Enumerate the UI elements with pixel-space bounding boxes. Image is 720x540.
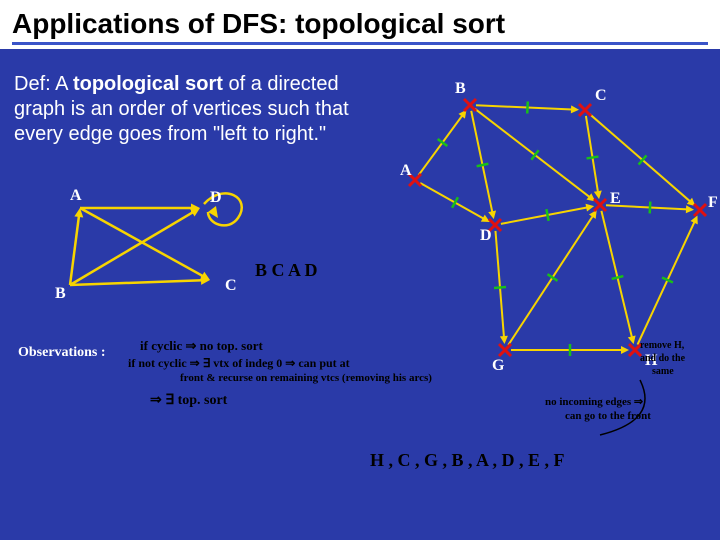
observation-line: ⇒ ∃ top. sort xyxy=(150,392,227,409)
observation-line: front & recurse on remaining vtcs (remov… xyxy=(180,372,432,384)
big-graph: BCADEFGH xyxy=(400,75,720,375)
title-underline xyxy=(12,42,708,45)
small-order-text: B C A D xyxy=(255,260,318,281)
side-note: remove H, xyxy=(640,340,684,351)
observations-label: Observations : xyxy=(18,345,106,361)
observation-line: if not cyclic ⇒ ∃ vtx of indeg 0 ⇒ can p… xyxy=(128,356,350,371)
definition-text: Def: A topological sort of a directed gr… xyxy=(14,72,364,147)
svg-text:B: B xyxy=(455,80,466,97)
svg-text:B: B xyxy=(55,285,66,302)
svg-text:C: C xyxy=(225,277,237,294)
svg-text:A: A xyxy=(400,162,412,179)
svg-text:D: D xyxy=(480,227,492,244)
svg-text:E: E xyxy=(610,190,621,207)
side-note: and do the xyxy=(640,353,685,364)
svg-text:C: C xyxy=(595,87,607,104)
observation-line: if cyclic ⇒ no top. sort xyxy=(140,338,263,354)
side-note: can go to the front xyxy=(565,410,651,422)
small-graph: A D B C xyxy=(50,190,270,310)
svg-text:F: F xyxy=(708,194,718,211)
titlebar: Applications of DFS: topological sort xyxy=(0,0,720,49)
slide: Applications of DFS: topological sort De… xyxy=(0,0,720,540)
result-order-text: H , C , G , B , A , D , E , F xyxy=(370,450,565,471)
svg-text:D: D xyxy=(210,189,222,206)
side-note: same xyxy=(652,366,674,377)
def-prefix: Def: A xyxy=(14,73,73,95)
def-bold: topological sort xyxy=(73,73,223,95)
svg-text:G: G xyxy=(492,357,505,374)
slide-title: Applications of DFS: topological sort xyxy=(12,8,708,40)
side-note: no incoming edges ⇒ xyxy=(545,395,643,408)
svg-text:A: A xyxy=(70,187,82,204)
